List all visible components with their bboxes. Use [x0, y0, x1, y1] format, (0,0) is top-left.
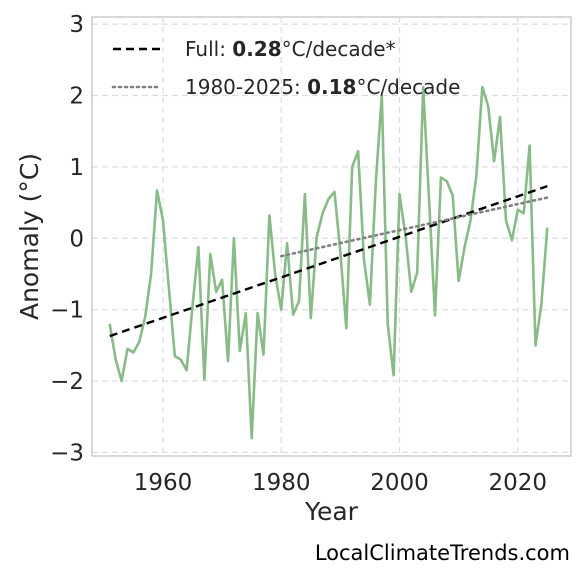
legend-label-prefix: 1980-2025: — [185, 75, 307, 99]
watermark-text: LocalClimateTrends.com — [315, 541, 570, 565]
y-tick-label: 3 — [69, 12, 84, 38]
y-tick-label: −1 — [50, 298, 84, 324]
legend-label-prefix: Full: — [185, 37, 232, 61]
trend-lines — [109, 185, 549, 338]
legend-entry: 1980-2025: 0.18°C/decade — [185, 75, 460, 99]
y-tick-labels: −3 −2 −1 0 1 2 3 — [50, 12, 84, 466]
anomaly-series-line — [108, 85, 549, 440]
x-tick-labels: 1960 1980 2000 2020 — [134, 470, 547, 496]
x-tick-label: 2020 — [489, 470, 548, 496]
legend-rate-value: 0.28 — [232, 37, 281, 61]
x-tick-label: 1960 — [134, 470, 193, 496]
x-axis-label: Year — [304, 497, 359, 526]
y-axis-label: Anomaly (°C) — [15, 153, 44, 320]
plot-area — [92, 17, 571, 456]
legend: Full: 0.28°C/decade*1980-2025: 0.18°C/de… — [111, 37, 460, 99]
grid-lines — [92, 17, 571, 456]
plot-frame — [91, 16, 572, 457]
x-tick-label: 2000 — [370, 470, 429, 496]
legend-label-suffix: °C/decade — [356, 75, 460, 99]
x-tick-label: 1980 — [252, 470, 311, 496]
y-tick-label: −2 — [50, 369, 84, 395]
y-tick-label: −3 — [50, 440, 84, 466]
y-tick-label: 1 — [69, 155, 84, 181]
legend-entry: Full: 0.28°C/decade* — [185, 37, 396, 61]
trend-line-recent — [279, 196, 549, 258]
series-layer — [108, 85, 549, 440]
legend-label-suffix: °C/decade* — [282, 37, 396, 61]
y-tick-label: 0 — [69, 226, 84, 252]
legend-rate-value: 0.18 — [307, 75, 356, 99]
y-tick-label: 2 — [69, 84, 84, 110]
